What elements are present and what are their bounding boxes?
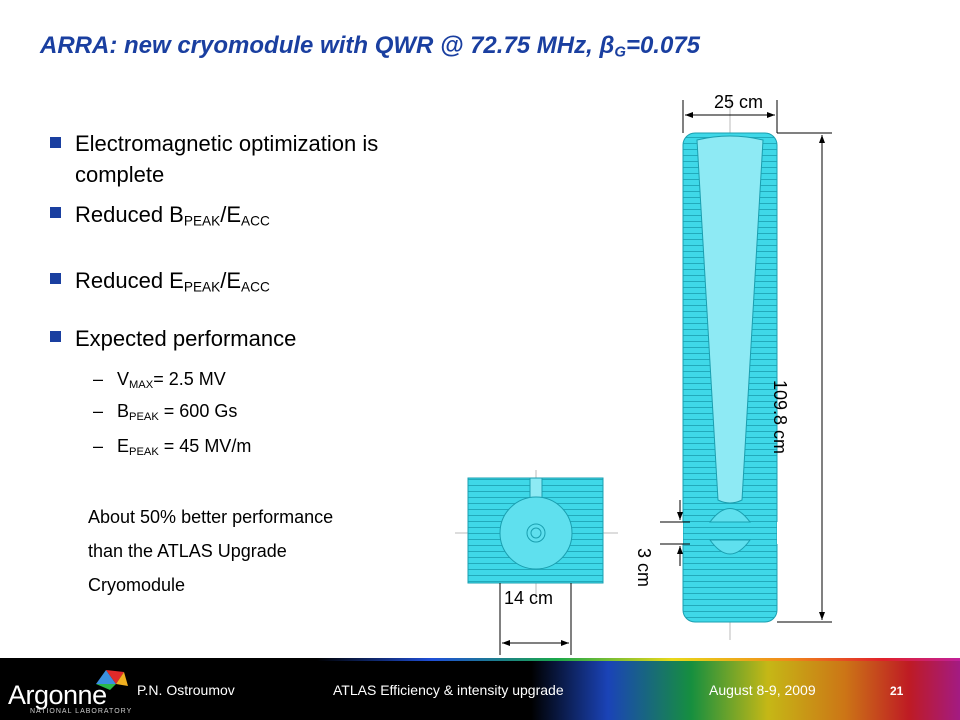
logo-subtext: NATIONAL LABORATORY	[30, 708, 133, 715]
sub-bullet: EPEAK = 45 MV/m	[117, 436, 251, 458]
bullet: Reduced EPEAK/EACC	[75, 265, 270, 302]
text-run: = 2.5 MV	[153, 369, 226, 389]
footer-date: August 8-9, 2009	[709, 682, 816, 698]
dash: –	[93, 369, 104, 389]
dash: –	[93, 401, 104, 421]
dimension-label: 109.8 cm	[770, 380, 790, 455]
dimension-label: 3 cm	[634, 548, 654, 588]
side-view	[455, 470, 618, 655]
dash: –	[93, 436, 104, 456]
bullet: Reduced BPEAK/EACC	[75, 199, 270, 236]
subscript: G	[614, 44, 626, 61]
dimension-label: 14 cm	[504, 588, 554, 608]
sub-bullet: VMAX= 2.5 MV	[117, 369, 226, 391]
logo-text: Argonne	[8, 680, 107, 710]
subscript: PEAK	[183, 279, 221, 295]
text-run: =0.075	[625, 32, 701, 59]
subscript: PEAK	[129, 445, 159, 458]
subscript: MAX	[129, 378, 154, 391]
footer-event: ATLAS Efficiency & intensity upgrade	[333, 682, 564, 698]
cavity	[660, 95, 832, 640]
bullet: Electromagnetic optimization is complete	[75, 128, 455, 190]
text-run: /E	[220, 268, 242, 293]
text-run: ARRA: new cryomodule with QWR @ 72.75 MH…	[40, 32, 615, 59]
footer-stripe	[0, 658, 960, 661]
text-run: = 45 MV/m	[158, 436, 252, 456]
sub-bullet: BPEAK = 600 Gs	[117, 401, 237, 423]
bullet-marker	[50, 331, 61, 342]
subscript: PEAK	[183, 213, 221, 229]
note-line: About 50% better performance	[88, 507, 334, 527]
footer-author: P.N. Ostroumov	[137, 682, 235, 698]
bullet: Expected performance	[75, 323, 296, 354]
subscript: ACC	[241, 213, 270, 229]
text-run: V	[117, 369, 130, 389]
page-number: 21	[890, 684, 904, 698]
note-line: Cryomodule	[88, 575, 186, 595]
subscript: ACC	[241, 279, 270, 295]
dimension-label: 25 cm	[714, 92, 764, 112]
text-run: E	[117, 436, 130, 456]
bullet-marker	[50, 207, 61, 218]
text-run: Electromagnetic optimization is complete	[75, 131, 379, 187]
text-run: Expected performance	[75, 326, 297, 351]
bullet-marker	[50, 273, 61, 284]
text-run: /E	[220, 202, 242, 227]
note-line: than the ATLAS Upgrade	[88, 541, 287, 561]
slide-title: ARRA: new cryomodule with QWR @ 72.75 MH…	[40, 32, 700, 61]
text-run: Reduced B	[75, 202, 184, 227]
text-run: = 600 Gs	[158, 401, 238, 421]
text-run: B	[117, 401, 130, 421]
subscript: PEAK	[129, 410, 159, 423]
logo-icon	[96, 670, 128, 690]
text-run: Reduced E	[75, 268, 184, 293]
bullet-marker	[50, 137, 61, 148]
footer-gradient	[320, 661, 960, 720]
